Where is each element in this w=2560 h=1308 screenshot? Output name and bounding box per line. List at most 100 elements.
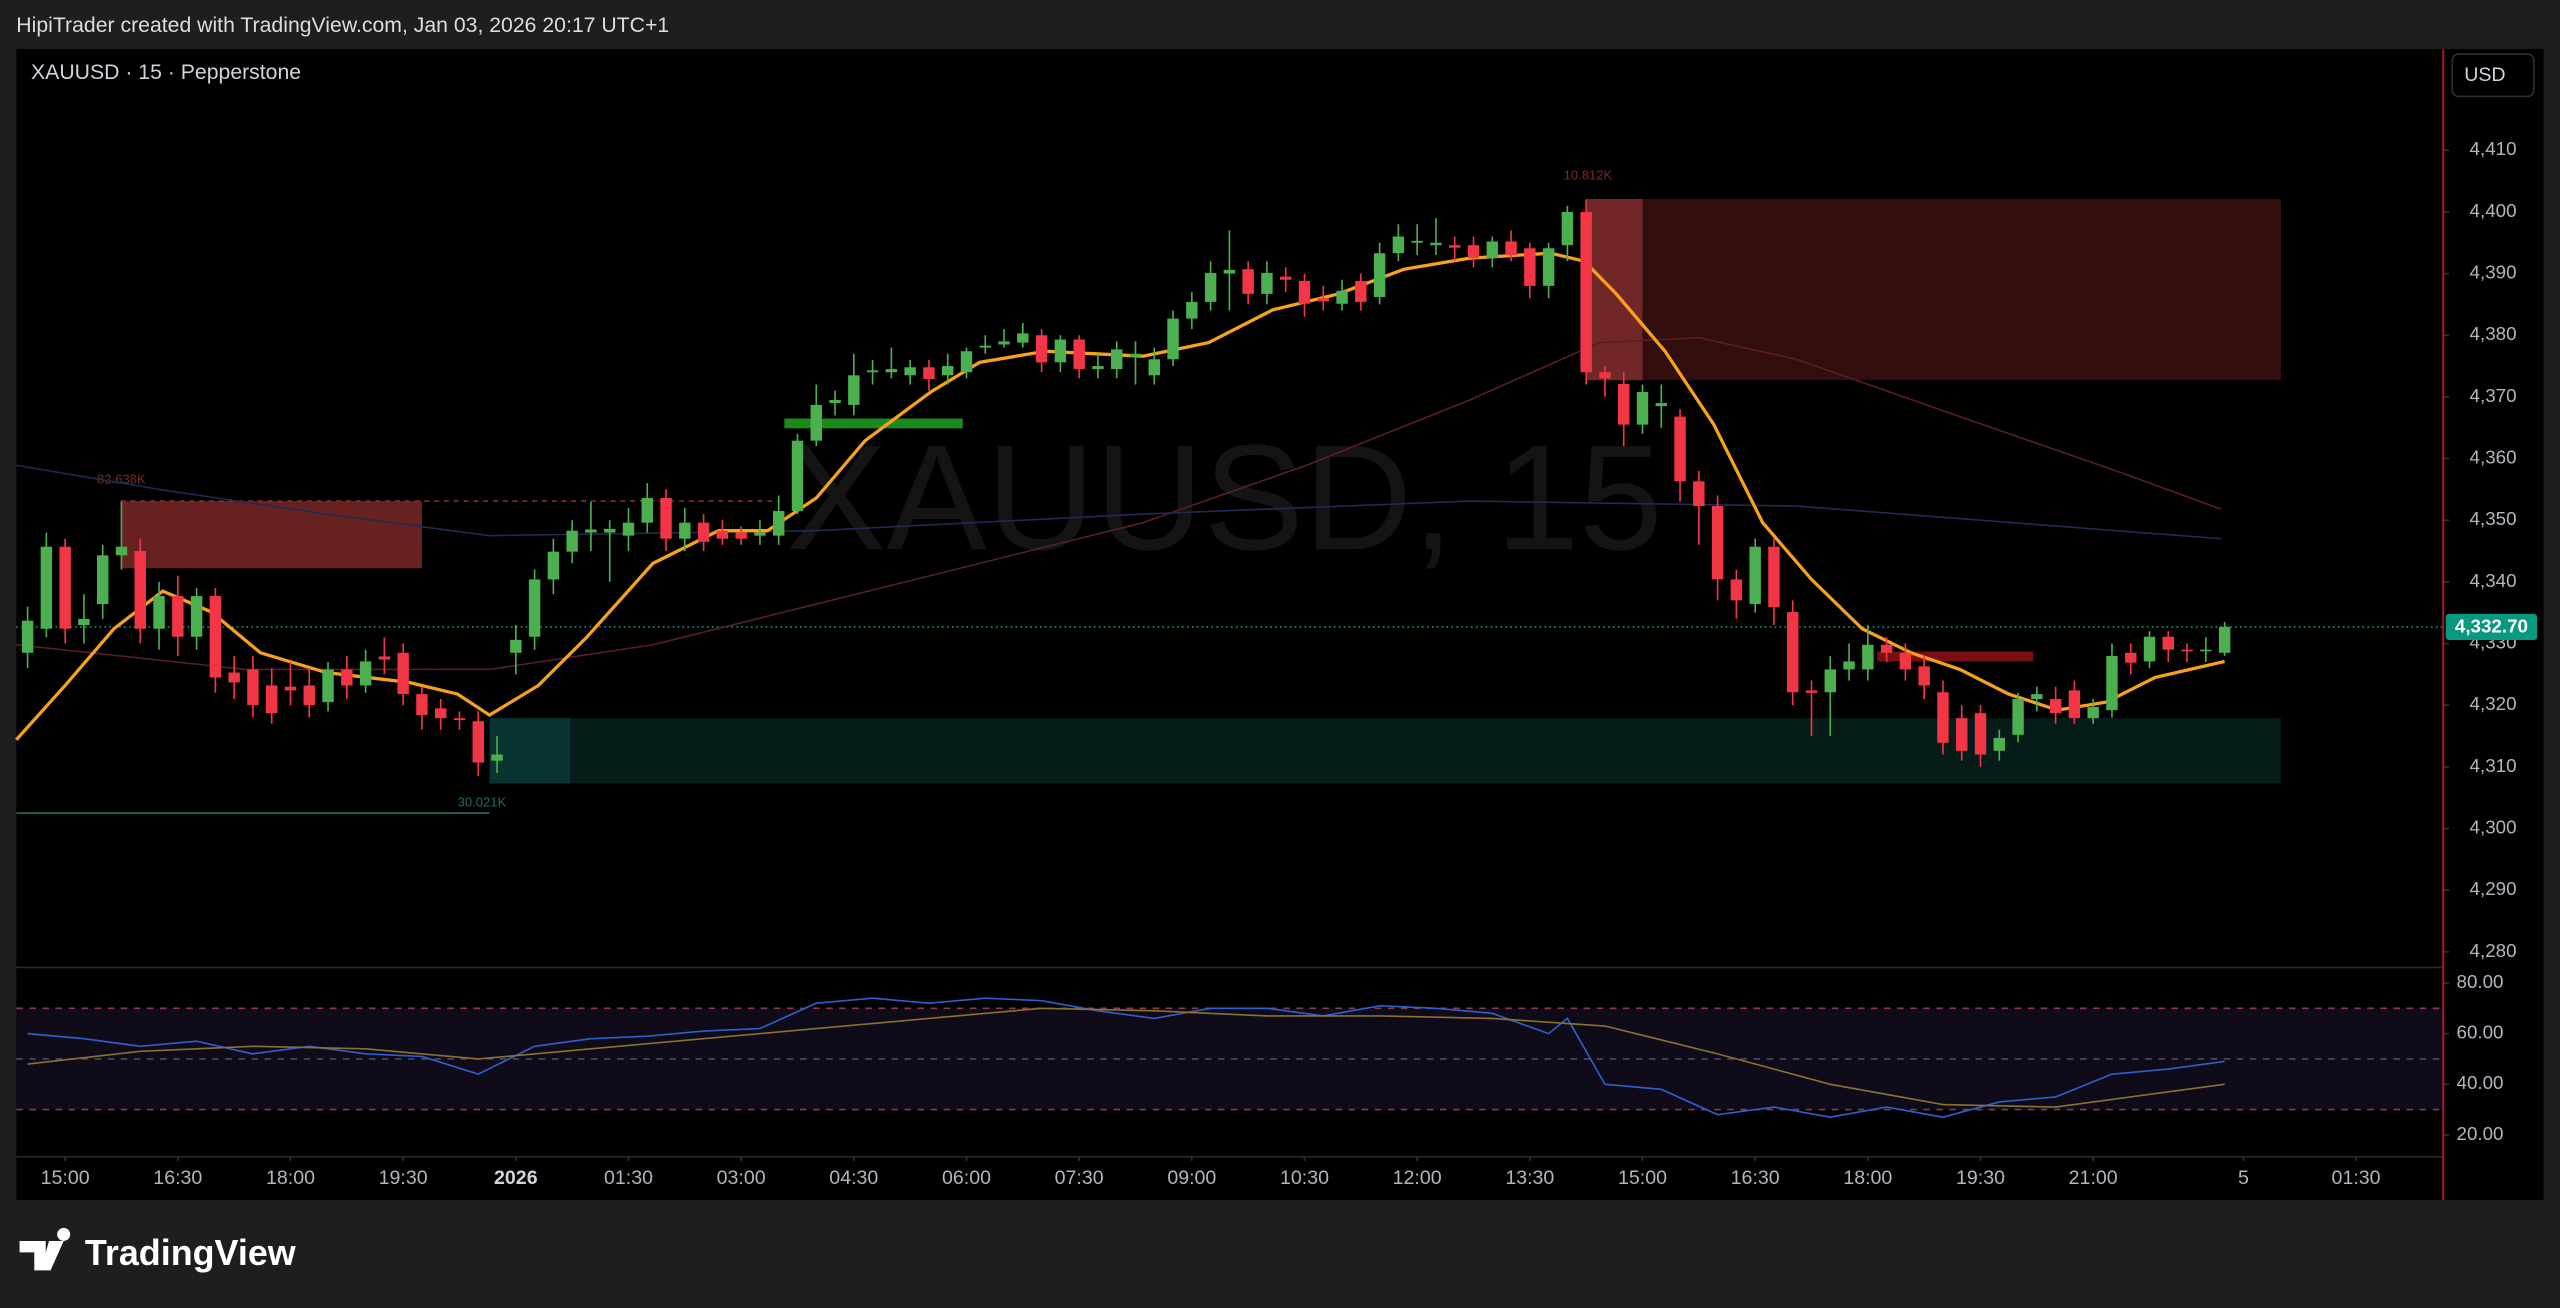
x-tick-label: 06:00	[942, 1167, 991, 1189]
candle-body	[2218, 626, 2231, 653]
x-tick-label: 18:00	[1843, 1167, 1892, 1189]
candle-body	[172, 596, 184, 637]
rsi-tick-label: 60.00	[2457, 1022, 2504, 1043]
candle-body	[1636, 391, 1649, 425]
zone	[1877, 651, 2034, 662]
candle-body	[472, 721, 484, 763]
candle-body	[510, 639, 522, 653]
candle-body	[829, 399, 841, 404]
candle-body	[322, 669, 334, 703]
candle-body	[754, 532, 766, 536]
y-tick-label: 4,280	[2470, 940, 2517, 961]
x-tick-label: 09:00	[1167, 1167, 1216, 1189]
x-tick-label: 18:00	[266, 1167, 315, 1189]
currency-label[interactable]: USD	[2464, 64, 2505, 86]
candle-body	[2087, 707, 2099, 719]
x-tick-label: 15:00	[41, 1167, 90, 1189]
candle-body	[1730, 579, 1743, 601]
candle-body	[1411, 240, 1423, 243]
rsi-band	[16, 1008, 2443, 1110]
candle-body	[848, 375, 860, 405]
candle-body	[866, 370, 879, 373]
x-tick-label: 13:30	[1505, 1167, 1554, 1189]
candle-body	[1937, 692, 1949, 743]
brand-name: TradingView	[85, 1232, 296, 1273]
rsi-line	[27, 1007, 2225, 1108]
candle-body	[1880, 644, 1893, 653]
candle-body	[1956, 718, 1968, 751]
moving-average	[16, 464, 2221, 540]
x-tick-label: 21:00	[2069, 1167, 2118, 1189]
x-tick-label: 5	[2238, 1167, 2249, 1189]
candle-body	[209, 596, 222, 678]
candle-body	[1261, 272, 1273, 294]
candle-body	[453, 718, 466, 720]
candle-body	[1618, 383, 1630, 425]
candle-body	[2106, 655, 2118, 711]
candle-body	[2031, 694, 2043, 700]
y-tick-label: 4,340	[2470, 570, 2517, 591]
candle-body	[1561, 211, 1574, 246]
candle-body	[1993, 737, 2006, 751]
candle-body	[1355, 280, 1367, 302]
y-tick-label: 4,380	[2470, 323, 2517, 344]
candle-body	[979, 345, 991, 348]
candle-body	[134, 551, 146, 629]
candle-body	[1693, 481, 1705, 507]
candle-body	[1035, 335, 1048, 363]
candle-body	[1392, 236, 1405, 254]
rsi-tick-label: 80.00	[2457, 971, 2504, 992]
candle-body	[96, 555, 109, 605]
candle-body	[1129, 353, 1142, 357]
x-tick-label: 2026	[494, 1167, 538, 1189]
candle-body	[547, 551, 560, 580]
candle-body	[2125, 652, 2137, 663]
candle-body	[21, 620, 34, 653]
candle-body	[1862, 644, 1874, 670]
candle-body	[1336, 290, 1348, 304]
candle-body	[660, 498, 672, 539]
candle-body	[1749, 546, 1761, 605]
x-tick-label: 19:30	[379, 1167, 428, 1189]
watermark: XAUUSD, 15	[786, 413, 1662, 581]
candle-body	[1674, 416, 1686, 482]
rsi-tick-label: 40.00	[2457, 1072, 2504, 1093]
candle-body	[904, 367, 916, 376]
zone	[1586, 198, 1643, 381]
candle-body	[1599, 372, 1611, 379]
y-tick-label: 4,360	[2470, 446, 2517, 467]
candle-body	[1167, 318, 1179, 360]
candle-body	[2181, 649, 2193, 652]
candle-body	[942, 366, 954, 376]
candle-body	[773, 510, 785, 536]
candle-body	[1317, 298, 1329, 302]
candle-body	[735, 532, 747, 539]
candle-body	[810, 404, 822, 441]
rsi-pane	[16, 982, 2449, 1136]
y-tick-label: 4,310	[2470, 755, 2517, 776]
candle-body	[228, 672, 240, 683]
currency-button[interactable]	[2451, 53, 2535, 98]
candle-body	[1655, 403, 1667, 407]
candle-body	[2143, 636, 2156, 662]
candle-body	[1505, 241, 1517, 256]
candle-body	[2012, 699, 2024, 735]
candle-body	[1430, 242, 1442, 246]
candle-body	[585, 529, 597, 533]
candle-body	[1711, 506, 1724, 580]
candle-body	[679, 522, 691, 539]
candle-body	[378, 656, 391, 660]
y-tick-label: 4,410	[2470, 138, 2517, 159]
candle-body	[622, 522, 635, 536]
candle-body	[1918, 666, 1930, 686]
last-price-label: 4,332.70	[2455, 616, 2528, 637]
brand-logo	[19, 1227, 71, 1271]
candle-body	[1298, 280, 1311, 304]
x-tick-label: 19:30	[1956, 1167, 2005, 1189]
y-tick-label: 4,370	[2470, 385, 2517, 406]
candle-body	[923, 367, 935, 380]
candle-body	[1092, 366, 1104, 370]
candle-body	[1242, 269, 1254, 294]
annotation: 82.638K	[97, 472, 146, 487]
